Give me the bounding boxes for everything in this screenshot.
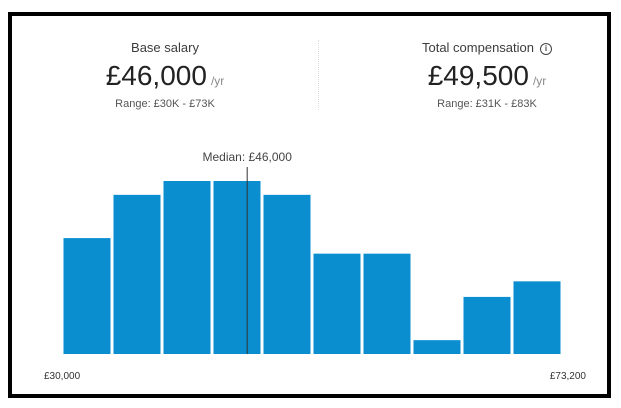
histogram-bar[interactable] [63, 238, 111, 354]
total-compensation-unit: /yr [532, 74, 547, 88]
base-salary-amount: £46,000 [105, 60, 207, 91]
histogram-bar[interactable] [413, 340, 461, 354]
total-compensation-label: Total compensation [421, 40, 534, 55]
base-salary-unit: /yr [210, 74, 225, 88]
histogram-bar[interactable] [513, 281, 561, 354]
histogram-bar[interactable] [313, 253, 361, 354]
total-compensation-value: £49,500/yr [372, 60, 602, 97]
histogram-bar[interactable] [263, 194, 311, 354]
total-compensation-range: Range: £31K - £83K [437, 98, 537, 110]
histogram-bar[interactable] [213, 181, 261, 354]
info-icon[interactable]: i [540, 43, 552, 55]
salary-card: Base salary £46,000/yr Range: £30K - £73… [8, 12, 611, 398]
histogram-bar[interactable] [113, 194, 161, 354]
histogram-bar[interactable] [463, 296, 511, 354]
total-compensation-header: Total compensation i [372, 40, 602, 56]
histogram-bar[interactable] [163, 181, 211, 354]
base-salary-label: Base salary [131, 40, 199, 55]
salary-histogram: Median: £46,000 £30,000 £73,200 [44, 150, 587, 382]
x-tick-label: £73,200 [550, 371, 587, 382]
histogram-bar[interactable] [363, 253, 411, 354]
base-salary-range: Range: £30K - £73K [115, 98, 215, 110]
base-salary-stat: Base salary £46,000/yr Range: £30K - £73… [65, 40, 265, 111]
total-compensation-stat: Total compensation i £49,500/yr Range: £3… [372, 40, 602, 111]
total-compensation-amount: £49,500 [427, 60, 529, 91]
stat-divider [318, 40, 319, 110]
x-tick-label: £30,000 [44, 371, 81, 382]
median-label: Median: £46,000 [202, 150, 292, 164]
base-salary-value: £46,000/yr [65, 60, 265, 97]
